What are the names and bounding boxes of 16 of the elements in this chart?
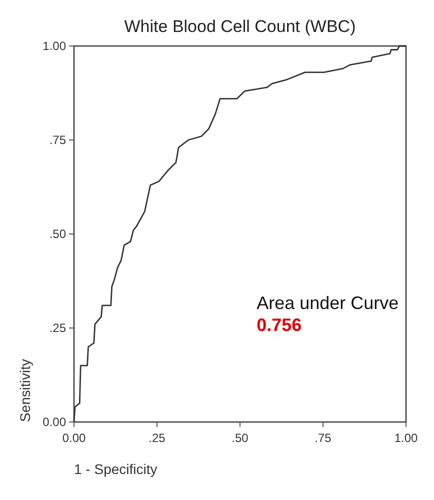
chart-title: White Blood Cell Count (WBC)	[124, 17, 356, 36]
y-axis-title: Sensitivity	[17, 358, 33, 422]
annotation: 0.756	[256, 315, 302, 336]
y-tick-label: 0.00	[42, 415, 66, 430]
x-tick-label: 1.00	[394, 431, 418, 445]
x-tick-label: 0.00	[62, 431, 86, 445]
x-axis-title: 1 - Specificity	[74, 461, 158, 477]
y-tick-label: 1.00	[42, 39, 66, 54]
line-series	[73, 45, 407, 423]
x-tick-label: .75	[314, 431, 332, 445]
x-tick-label: .25	[148, 431, 166, 445]
y-tick-label: .25	[49, 321, 66, 336]
x-tick-label: .50	[232, 431, 249, 445]
y-tick-label: .75	[49, 133, 66, 148]
y-tick-label: .50	[49, 227, 66, 242]
annotation: Area under Curve	[256, 293, 399, 314]
